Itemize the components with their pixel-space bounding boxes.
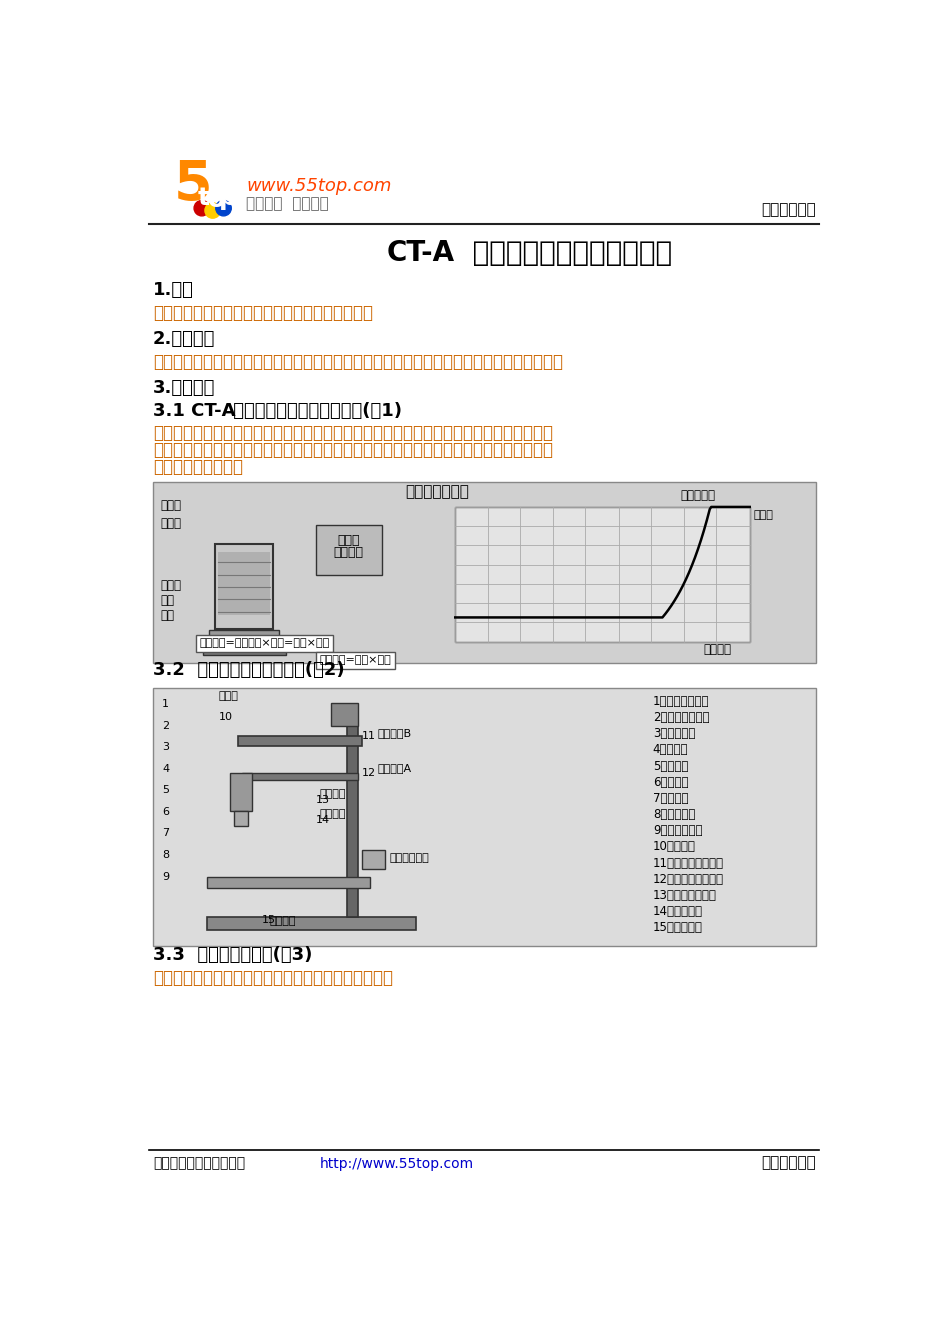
- Text: 德信诚培训网: 德信诚培训网: [760, 202, 815, 218]
- Text: 15、阳极夹子: 15、阳极夹子: [652, 921, 702, 935]
- Text: CT-A: CT-A: [386, 238, 454, 266]
- Text: 3: 3: [162, 742, 169, 753]
- Bar: [206, 636, 282, 644]
- Bar: [362, 849, 385, 869]
- Bar: [207, 917, 416, 931]
- Text: 密封圈: 密封圈: [160, 579, 181, 591]
- Text: 13: 13: [315, 796, 329, 805]
- Text: 14、阴极插头: 14、阴极插头: [652, 905, 702, 919]
- Bar: [346, 713, 357, 917]
- Text: 固定旋钮B: 固定旋钮B: [378, 727, 412, 738]
- Text: 2、横向移动支杆: 2、横向移动支杆: [652, 711, 709, 725]
- Text: 5: 5: [174, 159, 212, 213]
- Bar: [209, 630, 279, 636]
- Bar: [230, 773, 252, 812]
- Text: 12、固定纵支杆旋钮: 12、固定纵支杆旋钮: [652, 873, 723, 885]
- Text: 7: 7: [162, 829, 169, 838]
- Bar: [153, 689, 815, 945]
- Text: 电解槽电压: 电解槽电压: [680, 489, 715, 503]
- Bar: [234, 812, 248, 826]
- Text: 基体: 基体: [160, 610, 175, 622]
- Text: 8: 8: [162, 850, 169, 860]
- Bar: [202, 644, 285, 655]
- Text: 11: 11: [362, 731, 376, 742]
- Bar: [238, 737, 362, 746]
- Text: 横流源: 横流源: [337, 533, 359, 547]
- Circle shape: [205, 203, 220, 218]
- Text: 9: 9: [162, 872, 169, 881]
- Text: 13、固定导电螺栓: 13、固定导电螺栓: [652, 889, 716, 902]
- Text: 根据待测产品表面的覆层，选定相应的覆层材料按钮。: 根据待测产品表面的覆层，选定相应的覆层材料按钮。: [153, 969, 393, 987]
- Text: 下产生电化学反应。: 下产生电化学反应。: [153, 457, 243, 476]
- Text: 固定螺栓: 固定螺栓: [319, 789, 346, 800]
- Text: t: t: [197, 186, 209, 210]
- Text: 测量原理示意图: 测量原理示意图: [405, 484, 469, 499]
- Text: 9、测试台底座: 9、测试台底座: [652, 824, 701, 837]
- Text: 2.适用范围: 2.适用范围: [153, 330, 215, 348]
- Text: 5、测试头: 5、测试头: [652, 759, 687, 773]
- Text: 5: 5: [162, 785, 169, 796]
- Text: 电解杯: 电解杯: [160, 499, 181, 512]
- Text: 15: 15: [261, 915, 276, 925]
- Text: 4: 4: [162, 763, 169, 774]
- Text: 阴极插头: 阴极插头: [319, 809, 346, 820]
- Text: www.55top.com: www.55top.com: [245, 178, 391, 195]
- Bar: [215, 544, 273, 628]
- Text: 固定旋钮A: 固定旋钮A: [378, 763, 412, 773]
- Text: 电脑智能测厚仪工作原理：(图1): 电脑智能测厚仪工作原理：(图1): [227, 402, 401, 420]
- Text: 1.目的: 1.目的: [153, 281, 194, 299]
- Text: 好好学习  天天向上: 好好学习 天天向上: [245, 197, 329, 211]
- Bar: [242, 773, 358, 781]
- Text: 4、搅拌杆: 4、搅拌杆: [652, 743, 687, 757]
- Text: 3.1 CT-A: 3.1 CT-A: [153, 402, 235, 420]
- Text: 12: 12: [362, 769, 376, 778]
- Bar: [153, 483, 815, 663]
- Text: 关断点: 关断点: [752, 511, 773, 520]
- Text: 10: 10: [219, 713, 232, 722]
- Bar: [455, 507, 749, 642]
- Text: 电解时间: 电解时间: [702, 643, 731, 656]
- Text: 镀层: 镀层: [160, 594, 175, 607]
- Text: 14: 14: [315, 814, 329, 825]
- Text: 2: 2: [162, 721, 169, 731]
- Text: 测量控制: 测量控制: [333, 547, 362, 559]
- Text: 溶解体积=测量面积×厚度=时间×系数: 溶解体积=测量面积×厚度=时间×系数: [199, 638, 329, 648]
- Text: 测量过程与电镀过程相反，是电解除镀，等同电镀中的阳极过程。将电解杯置于被测样板上: 测量过程与电镀过程相反，是电解除镀，等同电镀中的阳极过程。将电解杯置于被测样板上: [153, 424, 552, 441]
- Bar: [207, 877, 370, 888]
- Text: 镀层厚度=时间×系数: 镀层厚度=时间×系数: [319, 655, 391, 666]
- Text: 电解液: 电解液: [160, 517, 181, 529]
- Text: 测试输出插头: 测试输出插头: [389, 853, 429, 864]
- Circle shape: [215, 201, 231, 215]
- Bar: [315, 524, 381, 575]
- Text: http://www.55top.com: http://www.55top.com: [319, 1157, 473, 1171]
- Text: 1: 1: [162, 699, 169, 709]
- Text: o: o: [208, 189, 225, 213]
- Text: 固定。根据镀层覆盖物选择对应的电解液注入电解杯。恒定电流通过电解液，在一定的面积: 固定。根据镀层覆盖物选择对应的电解液注入电解杯。恒定电流通过电解液，在一定的面积: [153, 441, 552, 459]
- Circle shape: [194, 201, 210, 215]
- Text: 3.2  测试台的结构及名称：(图2): 3.2 测试台的结构及名称：(图2): [153, 660, 345, 679]
- Text: 更多免费资料下载请进：: 更多免费资料下载请进：: [153, 1157, 244, 1171]
- Text: 3、搅拌电机: 3、搅拌电机: [652, 727, 695, 741]
- Text: 主支杆: 主支杆: [219, 691, 239, 702]
- Text: 适用于工厂所有挂镀、滚度产品镀层厚度的检测。（本作业指导书只适合于单覆盖层的测量）: 适用于工厂所有挂镀、滚度产品镀层厚度的检测。（本作业指导书只适合于单覆盖层的测量…: [153, 353, 563, 370]
- Text: 6、电解杯: 6、电解杯: [652, 775, 687, 789]
- Text: 11、固定横支杆旋钮: 11、固定横支杆旋钮: [652, 857, 723, 869]
- Text: 3.3  操作界面说明：(图3): 3.3 操作界面说明：(图3): [153, 945, 312, 964]
- Text: 6: 6: [162, 808, 169, 817]
- Text: 电脑智能测厚仪作业指导书: 电脑智能测厚仪作业指导书: [463, 238, 671, 266]
- Bar: [218, 552, 270, 615]
- Text: 阳极夹子: 阳极夹子: [269, 916, 295, 927]
- Bar: [331, 703, 358, 726]
- Text: 好好学习社区: 好好学习社区: [760, 1155, 815, 1171]
- Text: 为保证产品电镀后，镀层的厚度能达到电镀要求。: 为保证产品电镀后，镀层的厚度能达到电镀要求。: [153, 305, 373, 322]
- Text: 10、主支杆: 10、主支杆: [652, 841, 695, 853]
- Text: 1、纵向移动支杆: 1、纵向移动支杆: [652, 695, 709, 707]
- Text: p: p: [219, 186, 237, 210]
- Text: 8、待测工件: 8、待测工件: [652, 808, 695, 821]
- Text: 3.操作说明: 3.操作说明: [153, 378, 215, 397]
- Text: 7、密封圈: 7、密封圈: [652, 792, 687, 805]
